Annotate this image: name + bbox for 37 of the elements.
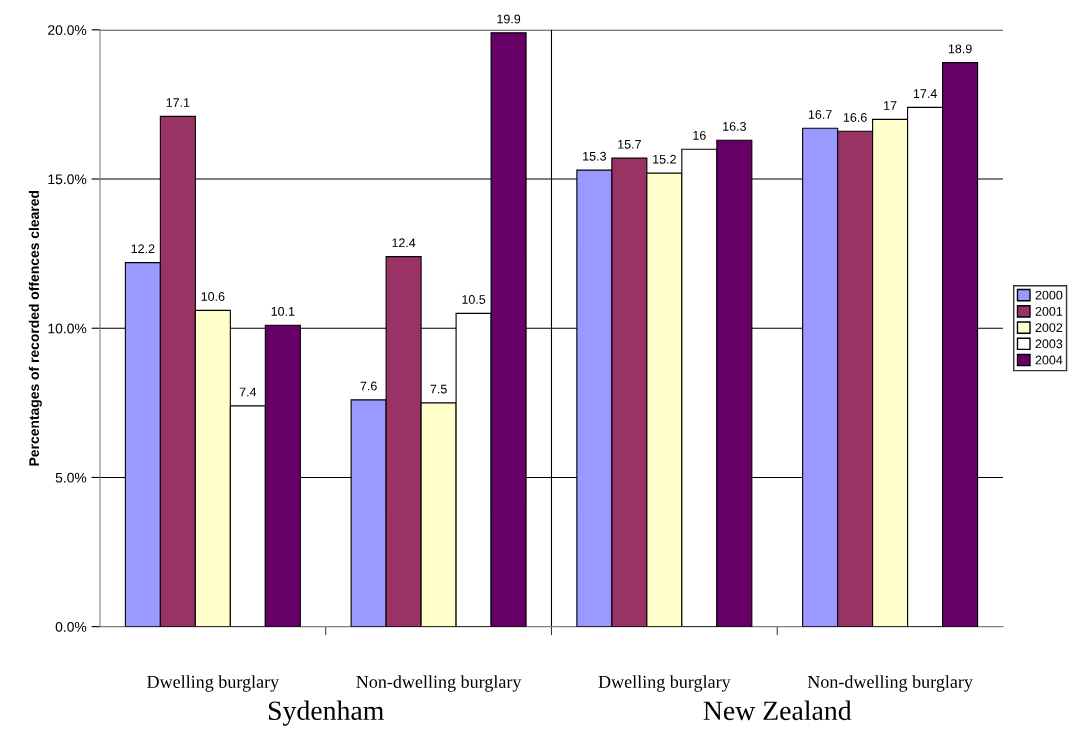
data-label: 17.4 (913, 89, 937, 98)
legend-label: 2000 (1035, 290, 1063, 300)
data-label: 16.7 (808, 110, 832, 119)
data-label: 16 (693, 130, 706, 140)
data-label: 10.1 (271, 306, 295, 316)
data-label: 17.1 (166, 98, 190, 107)
data-label: 18.9 (948, 44, 972, 54)
data-label: 7.6 (360, 381, 377, 391)
data-label: 15.3 (583, 151, 606, 161)
data-label: 12.2 (131, 244, 155, 254)
text: New Zealand (703, 700, 852, 721)
data-label: 10.6 (201, 292, 225, 301)
data-label: 16.3 (723, 121, 746, 131)
data-label: 7.4 (239, 387, 257, 397)
data-label: 12.4 (392, 238, 416, 248)
data-label: 19.9 (497, 14, 521, 24)
legend-label: 2002 (1035, 323, 1063, 332)
x-tick-label: Non-dwelling burglary (356, 675, 522, 692)
x-tick-label: Non-dwelling burglary (807, 675, 973, 692)
y-tick-label: 10.0% (48, 323, 87, 334)
data-label: 7.5 (430, 384, 447, 394)
y-tick-label: 0.0% (55, 621, 87, 632)
data-label: 10.5 (462, 295, 486, 304)
legend-label: 2003 (1035, 339, 1063, 349)
data-label: 17 (884, 101, 897, 110)
text: Sydenham (268, 700, 384, 726)
legend-label: 2001 (1035, 306, 1063, 316)
y-axis-title: Percentages of recorded offences cleared (28, 190, 42, 466)
data-label: 15.7 (618, 140, 641, 149)
legend-label: 2004 (1035, 355, 1063, 365)
x-tick-label: Dwelling burglary (598, 675, 731, 692)
x-tick-label: Dwelling burglary (147, 675, 280, 692)
y-tick-label: 5.0% (55, 472, 87, 483)
data-label: 15.2 (653, 154, 676, 164)
data-label: 16.6 (843, 113, 867, 122)
y-tick-label: 15.0% (48, 174, 87, 185)
y-tick-label: 20.0% (48, 25, 87, 36)
